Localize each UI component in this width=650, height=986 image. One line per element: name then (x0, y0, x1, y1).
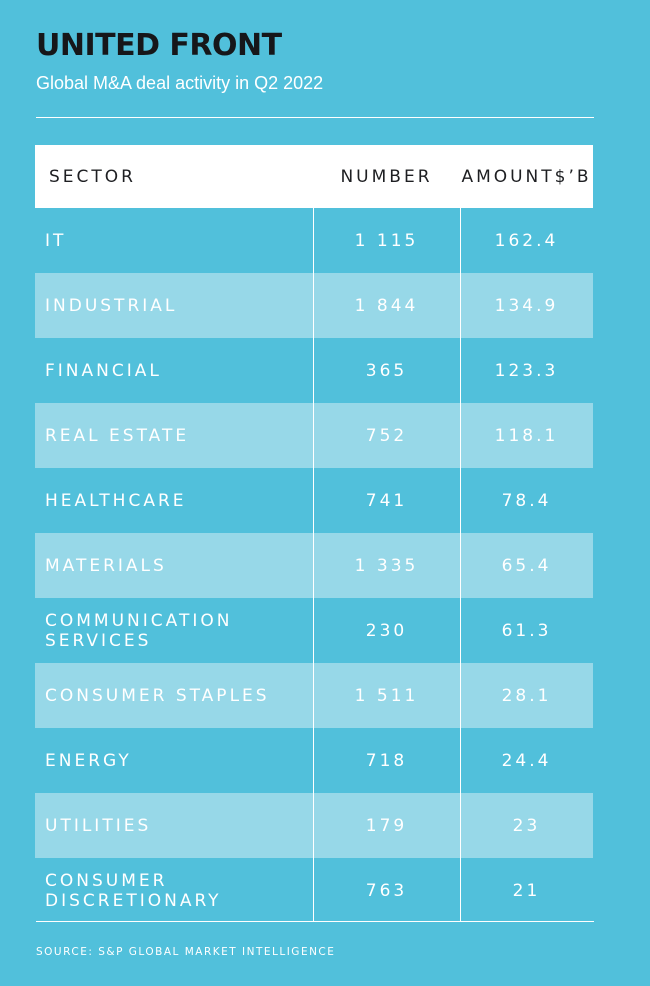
data-table: SECTOR NUMBER AMOUNT $’B IT 1 115 162.4 IND… (35, 145, 593, 923)
cell-number: 718 (365, 750, 408, 771)
cell-sector: HEALTHCARE (45, 490, 187, 511)
cell-amount: 23 (512, 815, 541, 836)
cell-amount: 123.3 (494, 360, 559, 381)
cell-sector: IT (45, 230, 67, 251)
source-note: SOURCE: S&P GLOBAL MARKET INTELLIGENCE (36, 946, 336, 958)
table-row: ENERGY 718 24.4 (35, 728, 593, 793)
cell-sector: REAL ESTATE (45, 425, 190, 446)
cell-number: 230 (365, 620, 408, 641)
cell-sector: MATERIALS (45, 555, 167, 576)
cell-number: 1 335 (354, 555, 419, 576)
column-divider-amount (460, 208, 461, 922)
cell-amount: 21 (512, 880, 541, 901)
table-row: IT 1 115 162.4 (35, 208, 593, 273)
cell-number: 741 (365, 490, 408, 511)
cell-number: 365 (365, 360, 408, 381)
header-amount: AMOUNT $’B (460, 145, 593, 208)
table-row: REAL ESTATE 752 118.1 (35, 403, 593, 468)
table-row: HEALTHCARE 741 78.4 (35, 468, 593, 533)
table-row: COMMUNICATION SERVICES 230 61.3 (35, 598, 593, 663)
header-number: NUMBER (340, 166, 433, 187)
cell-amount: 28.1 (501, 685, 552, 706)
table-body: IT 1 115 162.4 INDUSTRIAL 1 844 134.9 FINANCIA… (35, 208, 593, 923)
cell-number: 1 115 (354, 230, 419, 251)
cell-number: 763 (365, 880, 408, 901)
cell-sector: CONSUMER DISCRETIONARY (45, 870, 222, 911)
table-row: CONSUMER DISCRETIONARY 763 21 (35, 858, 593, 923)
top-divider (36, 117, 594, 118)
cell-amount: 24.4 (501, 750, 552, 771)
table-row: UTILITIES 179 23 (35, 793, 593, 858)
header-amount-line2: $’B (554, 166, 592, 187)
cell-number: 1 844 (354, 295, 419, 316)
table-row: INDUSTRIAL 1 844 134.9 (35, 273, 593, 338)
cell-amount: 65.4 (501, 555, 552, 576)
cell-sector: UTILITIES (45, 815, 152, 836)
header-sector: SECTOR (49, 166, 136, 187)
cell-amount: 61.3 (501, 620, 552, 641)
table-row: MATERIALS 1 335 65.4 (35, 533, 593, 598)
cell-sector: ENERGY (45, 750, 132, 771)
table-header: SECTOR NUMBER AMOUNT $’B (35, 145, 593, 208)
cell-number: 1 511 (354, 685, 419, 706)
chart-subtitle: Global M&A deal activity in Q2 2022 (36, 73, 324, 93)
cell-amount: 78.4 (501, 490, 552, 511)
cell-amount: 162.4 (494, 230, 559, 251)
header-amount-line1: AMOUNT (461, 166, 555, 187)
column-divider-number (313, 208, 314, 922)
cell-amount: 134.9 (494, 295, 559, 316)
cell-sector: INDUSTRIAL (45, 295, 178, 316)
chart-title: UNITED FRONT (36, 28, 282, 63)
bottom-divider (36, 921, 594, 922)
cell-sector: CONSUMER STAPLES (45, 685, 270, 706)
cell-sector: COMMUNICATION SERVICES (45, 610, 233, 651)
cell-amount: 118.1 (494, 425, 559, 446)
table-row: CONSUMER STAPLES 1 511 28.1 (35, 663, 593, 728)
cell-number: 752 (365, 425, 408, 446)
table-row: FINANCIAL 365 123.3 (35, 338, 593, 403)
cell-number: 179 (365, 815, 408, 836)
cell-sector: FINANCIAL (45, 360, 162, 381)
